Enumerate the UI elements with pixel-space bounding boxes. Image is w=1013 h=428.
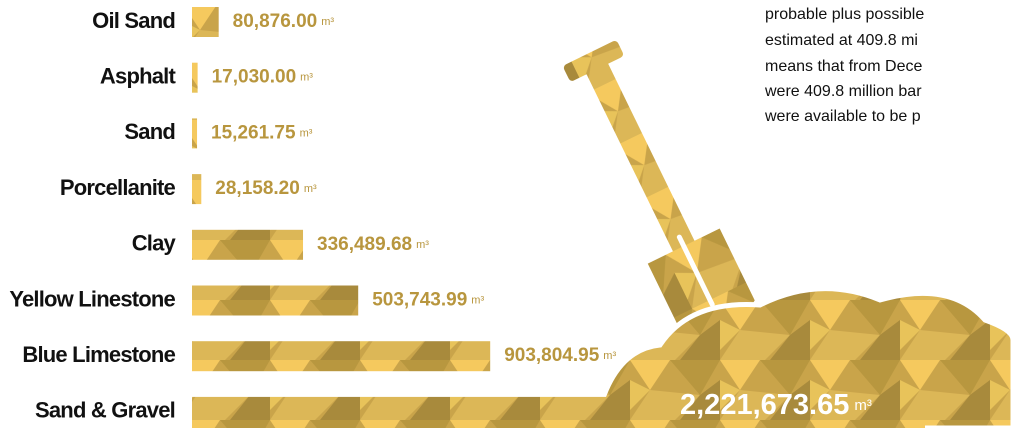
category-label: Asphalt: [100, 64, 177, 89]
category-label: Sand & Gravel: [35, 398, 175, 423]
value-text: 903,804.95: [504, 345, 600, 366]
unit: m³: [416, 239, 429, 251]
value-label: 2,221,673.65 m³: [680, 389, 872, 421]
unit: m³: [300, 72, 313, 84]
annotation-line: means that from Dece: [765, 58, 923, 75]
unit: m³: [304, 183, 317, 195]
unit: m³: [603, 350, 616, 362]
chart: probable plus possible estimated at 409.…: [0, 0, 1013, 428]
bar: [192, 174, 201, 204]
value-text: 15,261.75: [211, 122, 296, 143]
unit: m³: [321, 16, 334, 28]
value-text: 2,221,673.65: [680, 389, 849, 421]
value-label: 15,261.75 m³: [211, 122, 313, 143]
value-text: 503,743.99: [372, 290, 467, 311]
annotation-line: probable plus possible: [765, 6, 924, 23]
annotation: probable plus possible estimated at 409.…: [764, 6, 924, 125]
category-label: Blue Limestone: [22, 342, 175, 367]
shovel: [554, 35, 761, 346]
value-text: 80,876.00: [233, 11, 318, 32]
bar: [192, 230, 303, 260]
value-text: 17,030.00: [212, 67, 297, 88]
bar: [192, 118, 197, 148]
category-label: Clay: [132, 231, 177, 256]
annotation-line: estimated at 409.8 mi: [765, 32, 918, 49]
bar: [192, 286, 358, 316]
unit: m³: [471, 294, 484, 306]
value-label: 336,489.68 m³: [317, 234, 429, 255]
category-label: Yellow Linestone: [9, 286, 175, 311]
value-text: 336,489.68: [317, 234, 412, 255]
value-label: 503,743.99 m³: [372, 290, 484, 311]
value-text: 28,158.20: [215, 178, 300, 199]
value-label: 28,158.20 m³: [215, 178, 317, 199]
annotation-line: were available to be p: [764, 108, 921, 125]
unit: m³: [854, 397, 872, 414]
bar: [192, 7, 219, 37]
category-label: Oil Sand: [92, 8, 175, 33]
category-label: Sand: [124, 119, 175, 144]
unit: m³: [300, 127, 313, 139]
category-label: Porcellanite: [60, 175, 176, 200]
annotation-line: were 409.8 million bar: [764, 83, 922, 100]
bar: [192, 341, 490, 371]
bar: [192, 63, 198, 93]
